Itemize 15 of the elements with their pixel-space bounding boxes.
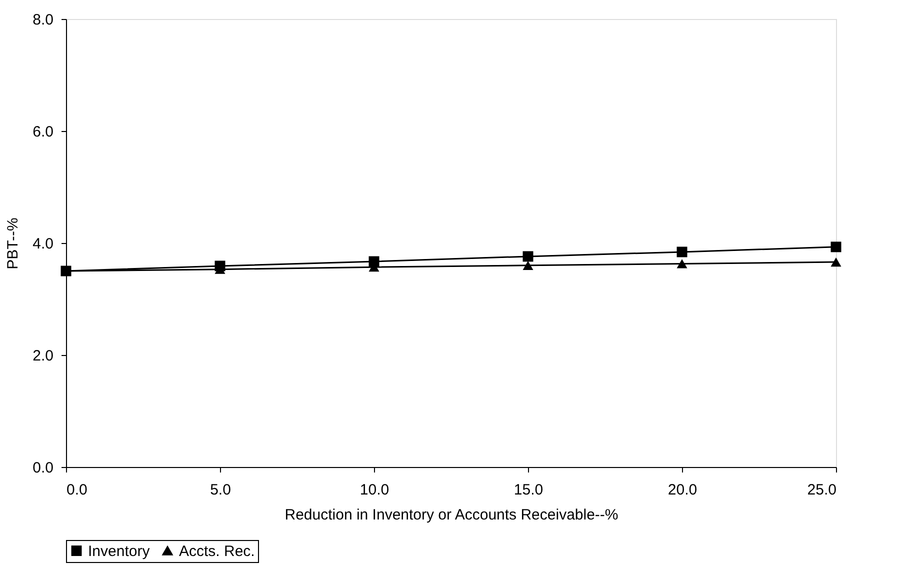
x-tick-label: 5.0 [210, 482, 231, 498]
y-axis-title: PBT--% [4, 218, 22, 270]
y-tick-label: 4.0 [32, 236, 54, 252]
legend-label: Accts. Rec. [179, 542, 255, 560]
y-tick-label: 8.0 [32, 12, 54, 28]
y-tick-label: 6.0 [32, 124, 54, 140]
x-tick-label: 0.0 [66, 482, 88, 498]
x-axis-title: Reduction in Inventory or Accounts Receivable--% [284, 506, 618, 524]
x-tick-label: 10.0 [360, 482, 390, 498]
x-tick-label: 15.0 [514, 482, 544, 498]
y-tick-label: 0.0 [32, 460, 54, 476]
y-tick-label: 2.0 [32, 348, 54, 364]
x-tick-label: 25.0 [807, 482, 836, 498]
x-tick-label: 20.0 [668, 482, 698, 498]
legend-label: Inventory [88, 542, 150, 560]
